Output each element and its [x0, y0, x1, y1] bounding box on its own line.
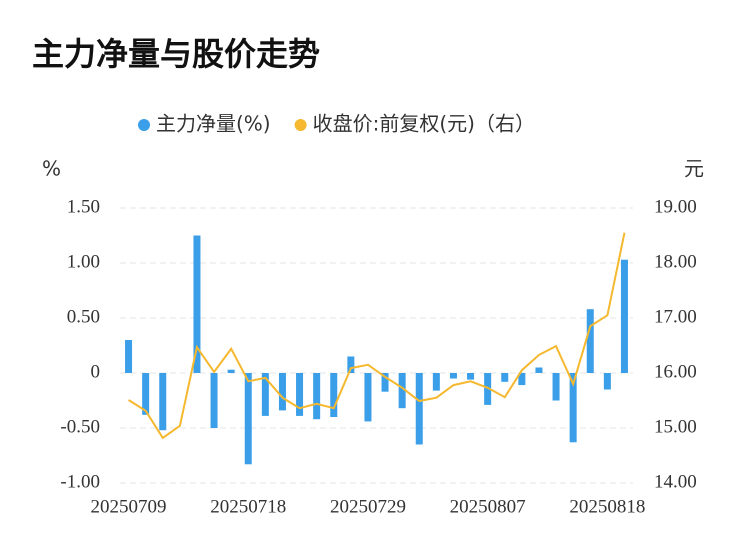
y-tick-label: 1.00 — [67, 251, 100, 272]
bar — [244, 373, 252, 465]
legend-marker — [138, 119, 150, 131]
y2-tick-label: 18.00 — [654, 251, 697, 272]
bar — [159, 373, 167, 431]
x-tick-label: 20250818 — [569, 496, 645, 517]
chart-title: 主力净量与股价走势 — [32, 35, 320, 73]
bar — [398, 373, 406, 409]
bar — [432, 373, 440, 391]
bar — [552, 373, 560, 401]
bar — [125, 340, 133, 373]
bar — [364, 373, 372, 422]
y-tick-label: -0.50 — [60, 416, 100, 437]
y2-tick-label: 14.00 — [654, 471, 697, 492]
y-axis-unit: % — [42, 157, 61, 181]
bar — [278, 373, 286, 411]
x-tick-label: 20250709 — [91, 496, 167, 517]
bar — [330, 373, 338, 417]
y-tick-label: 1.50 — [67, 196, 100, 217]
bar — [586, 309, 594, 373]
bar — [467, 373, 475, 380]
bar — [501, 373, 509, 382]
bar — [620, 259, 628, 373]
x-tick-label: 20250807 — [450, 496, 526, 517]
y2-tick-label: 15.00 — [654, 416, 697, 437]
bar — [296, 373, 304, 416]
y2-tick-label: 19.00 — [654, 196, 697, 217]
bar — [261, 373, 269, 416]
legend-label: 收盘价:前复权(元)（右） — [313, 112, 535, 136]
bar — [484, 373, 492, 405]
y2-tick-label: 17.00 — [654, 306, 697, 327]
y2-tick-label: 16.00 — [654, 361, 697, 382]
y-tick-label: -1.00 — [60, 471, 100, 492]
bar — [449, 373, 457, 379]
price-line — [128, 232, 626, 440]
bar — [142, 373, 150, 415]
bar — [210, 373, 218, 428]
y-tick-label: 0.50 — [67, 306, 100, 327]
bar — [313, 373, 321, 420]
x-tick-label: 20250718 — [210, 496, 286, 517]
x-tick-label: 20250729 — [330, 496, 406, 517]
bar — [535, 367, 543, 373]
bar — [381, 373, 389, 392]
legend-label: 主力净量(%) — [156, 112, 271, 136]
bar — [193, 235, 201, 373]
bar — [569, 373, 577, 443]
bar — [415, 373, 423, 445]
legend-marker — [294, 119, 307, 131]
bar — [603, 373, 611, 390]
bar — [347, 356, 355, 373]
bar — [227, 369, 235, 373]
y-tick-label: 0 — [91, 361, 101, 382]
y2-axis-unit: 元 — [684, 157, 704, 181]
bar — [518, 373, 526, 386]
